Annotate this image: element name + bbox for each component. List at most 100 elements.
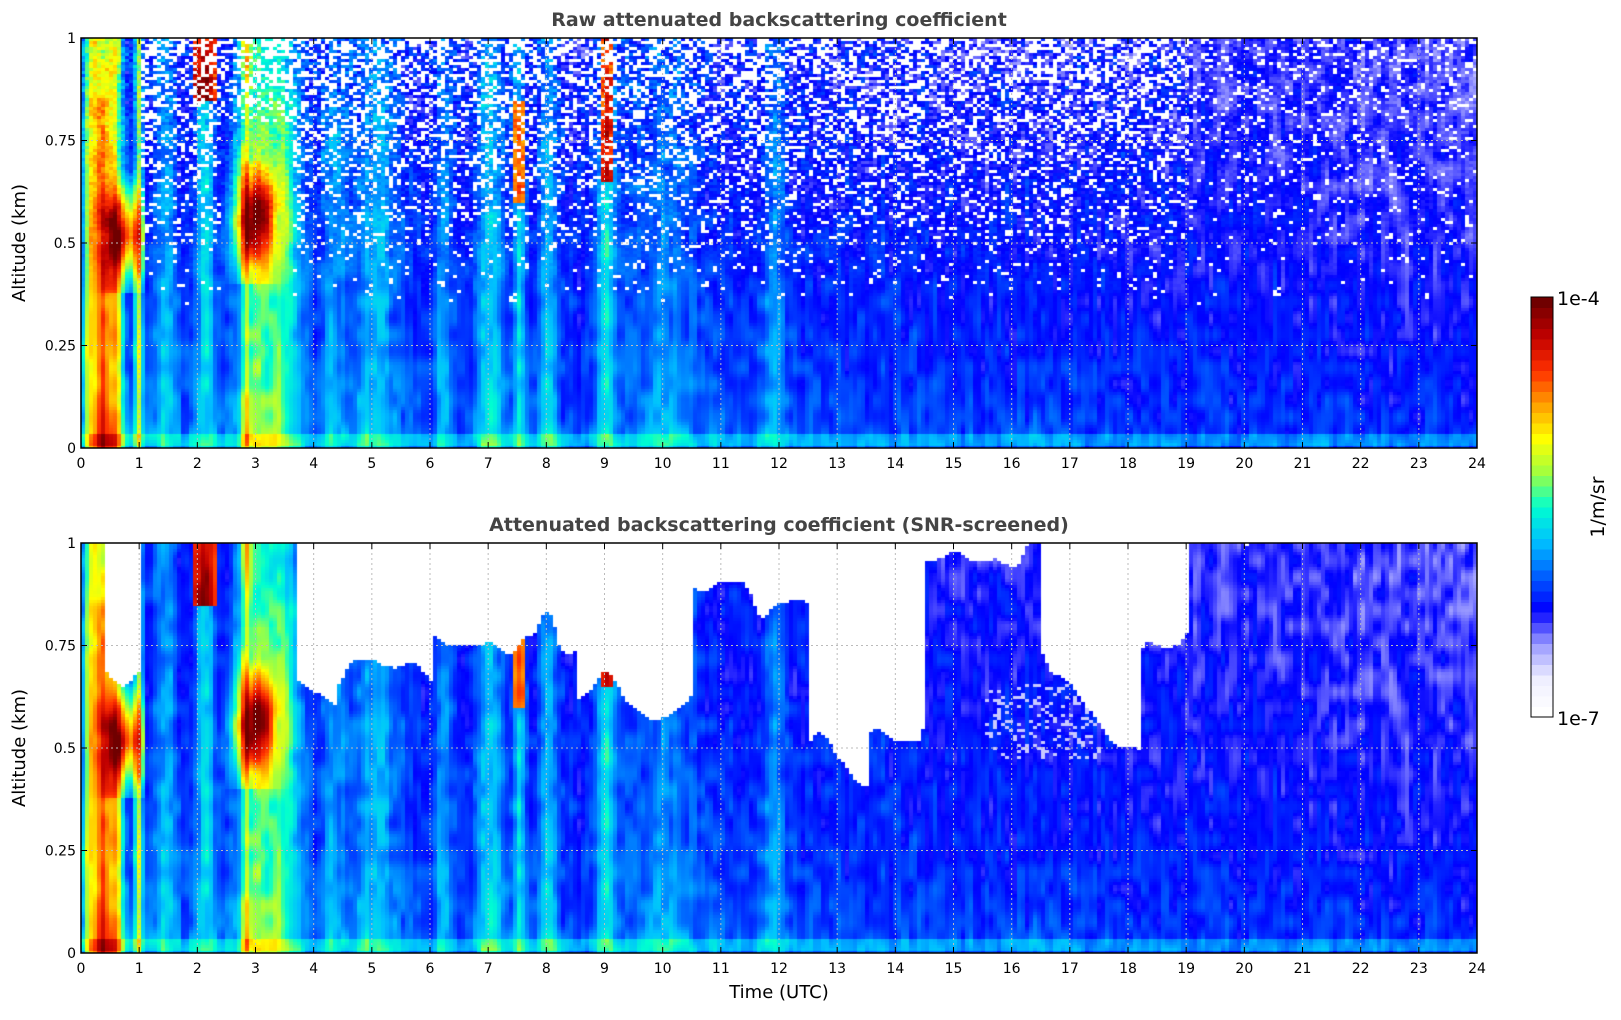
x-tick-label: 4 [309, 961, 318, 977]
colorbar-segment [1531, 538, 1553, 550]
x-tick-label: 12 [770, 456, 788, 472]
x-tick-label: 9 [600, 456, 609, 472]
colorbar-segment [1531, 654, 1553, 665]
y-tick-label: 0.75 [45, 639, 76, 655]
panel-title: Raw attenuated backscattering coefficien… [551, 9, 1007, 31]
y-tick-label: 0.75 [45, 134, 76, 150]
y-tick-label: 0.25 [45, 339, 76, 355]
colorbar-segment [1531, 633, 1553, 644]
x-tick-label: 22 [1352, 961, 1370, 977]
colorbar-segment [1531, 612, 1553, 623]
x-tick-label: 10 [654, 961, 672, 977]
colorbar-unit-label: 1/m/sr [1587, 476, 1609, 537]
colorbar-frame [1530, 296, 1554, 718]
raw-backscatter-panel: Altitude (km) 0 1 2 3 4 5 6 7 8 9 10 11 12 13 14 15 16 17… [9, 9, 1486, 472]
colorbar-min-label: 1e-7 [1557, 708, 1600, 730]
x-tick-label: 20 [1235, 456, 1253, 472]
x-tick-label: 10 [654, 456, 672, 472]
x-tick-label: 1 [135, 961, 144, 977]
x-tick-label: 16 [1003, 456, 1021, 472]
colorbar-segment [1531, 486, 1553, 497]
x-tick-label: 18 [1119, 961, 1137, 977]
colorbar: 1e-4 1e-7 1/m/sr [1530, 288, 1609, 730]
x-tick-label: 13 [828, 456, 846, 472]
snr-screened-backscatter-panel: Altitude (km) Time (UTC) 0 1 2 3 4 5 6 7 8 9 10 11 1… [9, 514, 1486, 1003]
x-tick-label: 0 [77, 456, 86, 472]
x-tick-label: 16 [1003, 961, 1021, 977]
colorbar-segment [1531, 517, 1553, 529]
colorbar-segment [1531, 496, 1553, 508]
x-tick-label: 14 [886, 961, 904, 977]
colorbar-segment [1531, 664, 1553, 676]
x-tick-label: 21 [1294, 456, 1312, 472]
x-tick-label: 3 [251, 961, 260, 977]
colorbar-max-label: 1e-4 [1557, 288, 1600, 310]
x-tick-label: 20 [1235, 961, 1253, 977]
y-tick-label: 0 [67, 946, 76, 962]
x-tick-label: 23 [1410, 456, 1428, 472]
x-tick-label: 19 [1177, 456, 1195, 472]
x-tick-label: 21 [1294, 961, 1312, 977]
x-tick-label: 8 [542, 961, 551, 977]
x-tick-label: 6 [426, 961, 435, 977]
colorbar-segment [1531, 370, 1553, 382]
colorbar-segment [1531, 601, 1553, 613]
y-tick-label: 0.5 [54, 236, 76, 252]
x-tick-label: 11 [712, 456, 730, 472]
colorbar-segment [1531, 433, 1553, 445]
x-tick-label: 15 [945, 456, 963, 472]
x-tick-label: 24 [1468, 961, 1486, 977]
colorbar-segment [1531, 297, 1553, 308]
x-tick-label: 15 [945, 961, 963, 977]
colorbar-segment [1531, 706, 1553, 718]
x-tick-label: 11 [712, 961, 730, 977]
colorbar-segment [1531, 475, 1553, 487]
colorbar-segment [1531, 412, 1553, 424]
x-tick-label: 5 [367, 961, 376, 977]
colorbar-segment [1531, 423, 1553, 434]
x-tick-label: 17 [1061, 456, 1079, 472]
colorbar-segment [1531, 465, 1553, 476]
x-tick-label: 3 [251, 456, 260, 472]
y-tick-label: 0.25 [45, 844, 76, 860]
colorbar-segment [1531, 454, 1553, 466]
x-tick-label: 1 [135, 456, 144, 472]
colorbar-segment [1531, 528, 1553, 539]
y-axis-label: Altitude (km) [9, 184, 30, 302]
colorbar-segment [1531, 391, 1553, 403]
x-tick-label: 24 [1468, 456, 1486, 472]
x-tick-label: 18 [1119, 456, 1137, 472]
colorbar-segment [1531, 675, 1553, 686]
colorbar-segment [1531, 402, 1553, 413]
x-tick-label: 14 [886, 456, 904, 472]
x-tick-label: 0 [77, 961, 86, 977]
colorbar-segment [1531, 685, 1553, 697]
colorbar-segment [1531, 570, 1553, 581]
colorbar-segment [1531, 444, 1553, 455]
x-tick-label: 2 [193, 961, 202, 977]
colorbar-segment [1531, 318, 1553, 329]
colorbar-segment [1531, 349, 1553, 361]
colorbar-segment [1531, 328, 1553, 340]
colorbar-segment [1531, 696, 1553, 707]
x-tick-label: 9 [600, 961, 609, 977]
y-axis-label: Altitude (km) [9, 689, 30, 807]
x-tick-label: 7 [484, 961, 493, 977]
colorbar-segment [1531, 381, 1553, 392]
y-tick-label: 0.5 [54, 741, 76, 757]
x-axis-label: Time (UTC) [728, 982, 829, 1003]
panel-title: Attenuated backscattering coefficient (S… [489, 514, 1069, 536]
x-tick-label: 17 [1061, 961, 1079, 977]
colorbar-segment [1531, 580, 1553, 592]
x-tick-label: 23 [1410, 961, 1428, 977]
colorbar-segment [1531, 591, 1553, 602]
colorbar-segment [1531, 622, 1553, 634]
colorbar-segment [1531, 339, 1553, 350]
x-tick-label: 12 [770, 961, 788, 977]
x-tick-label: 5 [367, 456, 376, 472]
colorbar-segment [1531, 307, 1553, 319]
colorbar-segment [1531, 549, 1553, 560]
x-tick-label: 13 [828, 961, 846, 977]
x-tick-label: 7 [484, 456, 493, 472]
